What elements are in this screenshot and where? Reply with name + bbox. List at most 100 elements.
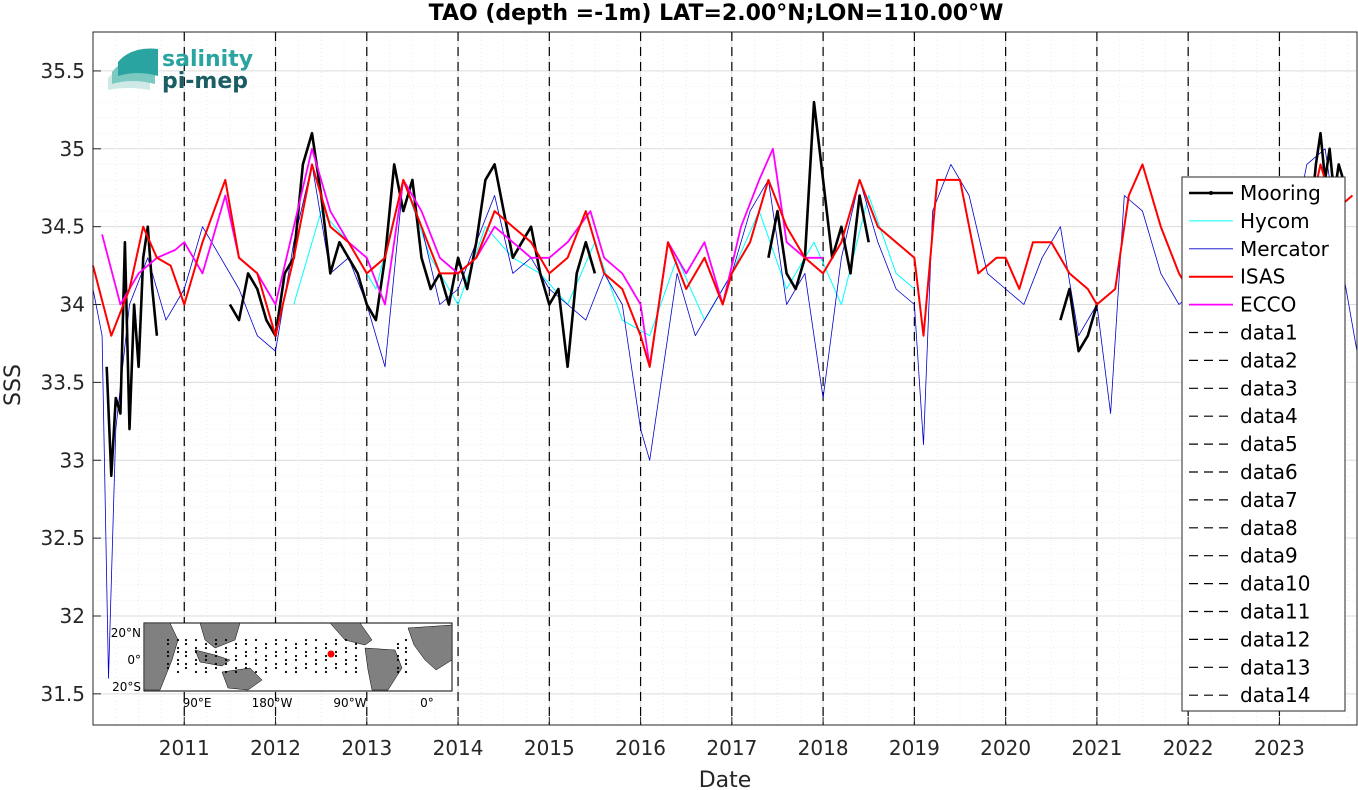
logo-line1: salinity bbox=[162, 47, 253, 72]
mooring-site-dot bbox=[404, 638, 408, 642]
mooring-site-dot bbox=[234, 658, 238, 662]
mooring-site-dot bbox=[166, 666, 170, 670]
series-line-mooring bbox=[1310, 131, 1345, 212]
mooring-site-dot bbox=[224, 670, 228, 674]
mooring-site-dot bbox=[274, 650, 278, 654]
legend-label-data9: data9 bbox=[1240, 544, 1298, 568]
mooring-site-dot bbox=[254, 650, 258, 654]
mooring-site-dot bbox=[396, 654, 400, 658]
y-axis-label: SSS bbox=[1, 364, 26, 406]
mooring-site-dot bbox=[396, 642, 400, 646]
mooring-site-dot bbox=[184, 638, 188, 642]
series-group bbox=[92, 100, 1358, 679]
grid bbox=[92, 32, 1357, 725]
map-lon-90w: 90°W bbox=[333, 696, 366, 710]
mooring-site-dot bbox=[224, 646, 228, 650]
x-tick-label: 2021 bbox=[1071, 736, 1122, 760]
y-axis-ticks: 31.5 32 32.5 33 33.5 34 34.5 35 35.5 bbox=[40, 59, 101, 706]
legend: Mooring Hycom Mercator ISAS ECCO data1 data2 da… bbox=[1181, 176, 1346, 712]
mooring-site-dot bbox=[284, 658, 288, 662]
x-tick-label: 2012 bbox=[250, 736, 301, 760]
mooring-site-dot bbox=[194, 638, 198, 642]
x-tick-label: 2018 bbox=[798, 736, 849, 760]
mooring-site-dot bbox=[354, 666, 358, 670]
mooring-site-dot bbox=[264, 642, 268, 646]
mooring-site-dot bbox=[274, 638, 278, 642]
mooring-site-dot bbox=[294, 658, 298, 662]
mooring-site-dot bbox=[294, 654, 298, 658]
mooring-site-dot bbox=[204, 646, 208, 650]
mooring-site-dot bbox=[324, 658, 328, 662]
legend-label-data1: data1 bbox=[1240, 321, 1298, 345]
mooring-site-dot bbox=[396, 658, 400, 662]
mooring-site-dot bbox=[176, 662, 180, 666]
mooring-site-dot bbox=[344, 662, 348, 666]
mooring-site-dot bbox=[244, 650, 248, 654]
mooring-site-dot bbox=[194, 662, 198, 666]
mooring-site-dot bbox=[234, 666, 238, 670]
mooring-site-dot bbox=[254, 670, 258, 674]
mooring-site-dot bbox=[214, 642, 218, 646]
x-tick-label: 2014 bbox=[433, 736, 484, 760]
mooring-site-dot bbox=[224, 662, 228, 666]
mooring-site-dot bbox=[284, 650, 288, 654]
mooring-site-dot bbox=[334, 666, 338, 670]
mooring-site-dot bbox=[294, 670, 298, 674]
mooring-site-dot bbox=[354, 646, 358, 650]
y-tick-label: 34.5 bbox=[40, 215, 85, 239]
mooring-site-dot bbox=[404, 650, 408, 654]
mooring-site-dot bbox=[214, 650, 218, 654]
y-tick-label: 35.5 bbox=[40, 59, 85, 83]
mooring-site-dot bbox=[244, 666, 248, 670]
mooring-site-dot bbox=[294, 666, 298, 670]
legend-label-mooring: Mooring bbox=[1240, 181, 1321, 205]
mooring-site-dot bbox=[166, 654, 170, 658]
mooring-site-dot bbox=[224, 638, 228, 642]
mooring-site-dot bbox=[184, 642, 188, 646]
chart-title: TAO (depth =-1m) LAT=2.00°N;LON=110.00°W bbox=[429, 1, 1004, 26]
mooring-site-dot bbox=[244, 662, 248, 666]
mooring-site-dot bbox=[184, 650, 188, 654]
mooring-site-dot bbox=[274, 666, 278, 670]
mooring-site-dot bbox=[396, 666, 400, 670]
mooring-site-dot bbox=[274, 642, 278, 646]
mooring-site-dot bbox=[334, 654, 338, 658]
inset-map: 20°N 0° 20°S 90°E 180°W 90°W 0° bbox=[111, 622, 453, 710]
mooring-site-dot bbox=[214, 654, 218, 658]
mooring-site-dot bbox=[304, 654, 308, 658]
mooring-site-dot bbox=[314, 646, 318, 650]
map-lat-20s: 20°S bbox=[112, 680, 141, 694]
mooring-site-dot bbox=[324, 670, 328, 674]
map-lon-0: 0° bbox=[420, 696, 434, 710]
series-line-mercator bbox=[92, 148, 1358, 679]
mooring-site-dot bbox=[354, 670, 358, 674]
mooring-site-dot bbox=[274, 662, 278, 666]
map-lon-90e: 90°E bbox=[183, 696, 212, 710]
mooring-site-dot bbox=[204, 654, 208, 658]
mooring-site-dot bbox=[294, 642, 298, 646]
y-tick-label: 32.5 bbox=[40, 526, 85, 550]
mooring-site-dot bbox=[404, 662, 408, 666]
mooring-site-dot bbox=[396, 646, 400, 650]
mooring-site-dot bbox=[396, 670, 400, 674]
legend-label-data11: data11 bbox=[1240, 600, 1311, 624]
mooring-site-dot bbox=[344, 658, 348, 662]
y-tick-label: 35 bbox=[60, 137, 85, 161]
mooring-site-dot bbox=[284, 646, 288, 650]
mooring-site-dot bbox=[404, 658, 408, 662]
mooring-site-dot bbox=[194, 646, 198, 650]
mooring-site-dot bbox=[166, 642, 170, 646]
x-tick-label: 2020 bbox=[980, 736, 1031, 760]
mooring-site-dot bbox=[354, 658, 358, 662]
mooring-site-dot bbox=[254, 638, 258, 642]
mooring-site-dot bbox=[254, 646, 258, 650]
x-axis-ticks: 2011 2012 2013 2014 2015 2016 2017 2018 2019 2020… bbox=[159, 717, 1305, 760]
legend-label-data8: data8 bbox=[1240, 516, 1298, 540]
mooring-site-dot bbox=[264, 666, 268, 670]
mooring-location-marker bbox=[327, 650, 335, 658]
map-lat-0: 0° bbox=[127, 653, 141, 667]
legend-label-data3: data3 bbox=[1240, 376, 1298, 400]
mooring-site-dot bbox=[176, 638, 180, 642]
mooring-site-dot bbox=[194, 658, 198, 662]
